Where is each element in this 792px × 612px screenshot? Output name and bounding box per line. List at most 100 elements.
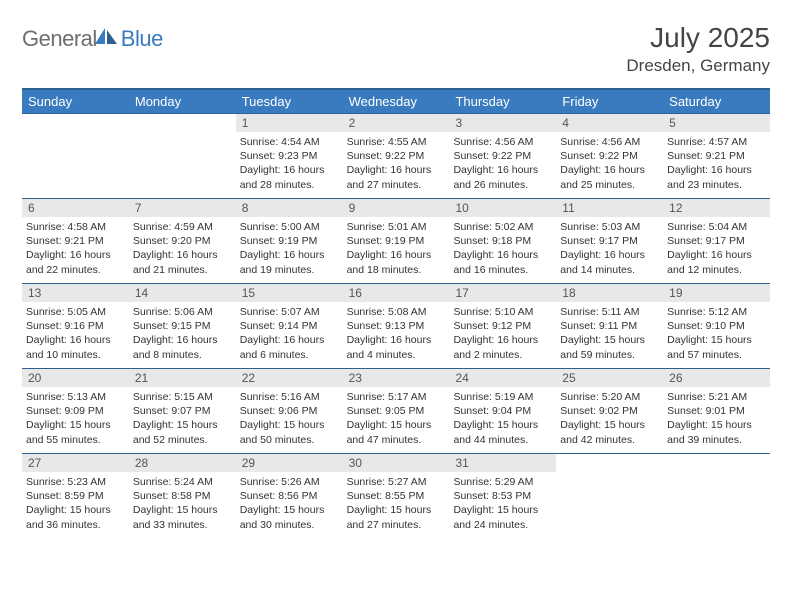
day-number: 19 (663, 284, 770, 302)
sunset-text: Sunset: 9:13 PM (347, 319, 446, 333)
daylight-text: Daylight: 16 hours and 28 minutes. (240, 163, 339, 191)
calendar-day: 19Sunrise: 5:12 AMSunset: 9:10 PMDayligh… (663, 284, 770, 368)
calendar-day: 20Sunrise: 5:13 AMSunset: 9:09 PMDayligh… (22, 369, 129, 453)
day-detail: Sunrise: 5:27 AMSunset: 8:55 PMDaylight:… (343, 472, 450, 534)
sunset-text: Sunset: 9:19 PM (240, 234, 339, 248)
daylight-text: Daylight: 15 hours and 36 minutes. (26, 503, 125, 531)
calendar-day: 23Sunrise: 5:17 AMSunset: 9:05 PMDayligh… (343, 369, 450, 453)
sunset-text: Sunset: 9:14 PM (240, 319, 339, 333)
sunset-text: Sunset: 9:11 PM (560, 319, 659, 333)
day-detail: Sunrise: 5:24 AMSunset: 8:58 PMDaylight:… (129, 472, 236, 534)
daylight-text: Daylight: 15 hours and 39 minutes. (667, 418, 766, 446)
sunset-text: Sunset: 9:12 PM (453, 319, 552, 333)
logo-text-b: Blue (121, 26, 163, 52)
weekday-label: Tuesday (236, 90, 343, 113)
calendar-day: . (663, 454, 770, 538)
sunrise-text: Sunrise: 4:54 AM (240, 135, 339, 149)
sunrise-text: Sunrise: 5:12 AM (667, 305, 766, 319)
daylight-text: Daylight: 16 hours and 16 minutes. (453, 248, 552, 276)
calendar-day: 29Sunrise: 5:26 AMSunset: 8:56 PMDayligh… (236, 454, 343, 538)
header: General Blue July 2025 Dresden, Germany (22, 22, 770, 76)
calendar-day: 11Sunrise: 5:03 AMSunset: 9:17 PMDayligh… (556, 199, 663, 283)
daylight-text: Daylight: 16 hours and 19 minutes. (240, 248, 339, 276)
sunset-text: Sunset: 9:09 PM (26, 404, 125, 418)
sunrise-text: Sunrise: 4:56 AM (560, 135, 659, 149)
day-detail: Sunrise: 5:21 AMSunset: 9:01 PMDaylight:… (663, 387, 770, 449)
day-detail: Sunrise: 5:01 AMSunset: 9:19 PMDaylight:… (343, 217, 450, 279)
day-number: 1 (236, 114, 343, 132)
daylight-text: Daylight: 15 hours and 30 minutes. (240, 503, 339, 531)
daylight-text: Daylight: 15 hours and 55 minutes. (26, 418, 125, 446)
weekday-label: Saturday (663, 90, 770, 113)
day-number: 15 (236, 284, 343, 302)
day-number: 17 (449, 284, 556, 302)
sunrise-text: Sunrise: 5:20 AM (560, 390, 659, 404)
day-number: 27 (22, 454, 129, 472)
calendar-week: 20Sunrise: 5:13 AMSunset: 9:09 PMDayligh… (22, 368, 770, 453)
calendar-day: 10Sunrise: 5:02 AMSunset: 9:18 PMDayligh… (449, 199, 556, 283)
day-detail: Sunrise: 5:16 AMSunset: 9:06 PMDaylight:… (236, 387, 343, 449)
day-detail: Sunrise: 5:07 AMSunset: 9:14 PMDaylight:… (236, 302, 343, 364)
weekday-header-row: SundayMondayTuesdayWednesdayThursdayFrid… (22, 90, 770, 113)
calendar-day: 6Sunrise: 4:58 AMSunset: 9:21 PMDaylight… (22, 199, 129, 283)
sunset-text: Sunset: 8:56 PM (240, 489, 339, 503)
calendar-day: 30Sunrise: 5:27 AMSunset: 8:55 PMDayligh… (343, 454, 450, 538)
daylight-text: Daylight: 15 hours and 59 minutes. (560, 333, 659, 361)
daylight-text: Daylight: 16 hours and 25 minutes. (560, 163, 659, 191)
logo-text-a: General (22, 26, 97, 52)
sunrise-text: Sunrise: 5:04 AM (667, 220, 766, 234)
day-detail: Sunrise: 5:17 AMSunset: 9:05 PMDaylight:… (343, 387, 450, 449)
day-number: 25 (556, 369, 663, 387)
sunset-text: Sunset: 9:15 PM (133, 319, 232, 333)
sunset-text: Sunset: 9:21 PM (26, 234, 125, 248)
calendar-day: 4Sunrise: 4:56 AMSunset: 9:22 PMDaylight… (556, 114, 663, 198)
sunset-text: Sunset: 9:05 PM (347, 404, 446, 418)
day-number: 12 (663, 199, 770, 217)
sunrise-text: Sunrise: 5:11 AM (560, 305, 659, 319)
daylight-text: Daylight: 16 hours and 22 minutes. (26, 248, 125, 276)
day-number: 30 (343, 454, 450, 472)
daylight-text: Daylight: 16 hours and 23 minutes. (667, 163, 766, 191)
calendar-day: . (129, 114, 236, 198)
day-number: 20 (22, 369, 129, 387)
sunset-text: Sunset: 9:18 PM (453, 234, 552, 248)
weekday-label: Wednesday (343, 90, 450, 113)
day-number: 23 (343, 369, 450, 387)
sails-icon (93, 24, 119, 46)
day-number: 10 (449, 199, 556, 217)
calendar-week: ..1Sunrise: 4:54 AMSunset: 9:23 PMDaylig… (22, 113, 770, 198)
calendar-day: 17Sunrise: 5:10 AMSunset: 9:12 PMDayligh… (449, 284, 556, 368)
daylight-text: Daylight: 15 hours and 24 minutes. (453, 503, 552, 531)
day-number: 4 (556, 114, 663, 132)
sunset-text: Sunset: 9:17 PM (560, 234, 659, 248)
calendar-day: 2Sunrise: 4:55 AMSunset: 9:22 PMDaylight… (343, 114, 450, 198)
day-detail: Sunrise: 5:12 AMSunset: 9:10 PMDaylight:… (663, 302, 770, 364)
daylight-text: Daylight: 16 hours and 14 minutes. (560, 248, 659, 276)
page-title: July 2025 (626, 22, 770, 54)
day-number: 22 (236, 369, 343, 387)
calendar-day: 24Sunrise: 5:19 AMSunset: 9:04 PMDayligh… (449, 369, 556, 453)
day-detail: Sunrise: 4:54 AMSunset: 9:23 PMDaylight:… (236, 132, 343, 194)
sunrise-text: Sunrise: 4:56 AM (453, 135, 552, 149)
day-detail: Sunrise: 4:55 AMSunset: 9:22 PMDaylight:… (343, 132, 450, 194)
calendar-week: 6Sunrise: 4:58 AMSunset: 9:21 PMDaylight… (22, 198, 770, 283)
calendar-day: . (556, 454, 663, 538)
sunset-text: Sunset: 9:20 PM (133, 234, 232, 248)
sunrise-text: Sunrise: 5:29 AM (453, 475, 552, 489)
day-number: 28 (129, 454, 236, 472)
daylight-text: Daylight: 16 hours and 2 minutes. (453, 333, 552, 361)
sunset-text: Sunset: 9:02 PM (560, 404, 659, 418)
sunset-text: Sunset: 8:55 PM (347, 489, 446, 503)
sunset-text: Sunset: 9:07 PM (133, 404, 232, 418)
day-detail: Sunrise: 5:04 AMSunset: 9:17 PMDaylight:… (663, 217, 770, 279)
daylight-text: Daylight: 16 hours and 10 minutes. (26, 333, 125, 361)
day-detail: Sunrise: 4:56 AMSunset: 9:22 PMDaylight:… (556, 132, 663, 194)
sunset-text: Sunset: 8:53 PM (453, 489, 552, 503)
day-detail: Sunrise: 4:58 AMSunset: 9:21 PMDaylight:… (22, 217, 129, 279)
calendar-day: 15Sunrise: 5:07 AMSunset: 9:14 PMDayligh… (236, 284, 343, 368)
sunrise-text: Sunrise: 4:55 AM (347, 135, 446, 149)
calendar-day: 1Sunrise: 4:54 AMSunset: 9:23 PMDaylight… (236, 114, 343, 198)
daylight-text: Daylight: 16 hours and 21 minutes. (133, 248, 232, 276)
sunrise-text: Sunrise: 5:05 AM (26, 305, 125, 319)
calendar-day: 26Sunrise: 5:21 AMSunset: 9:01 PMDayligh… (663, 369, 770, 453)
